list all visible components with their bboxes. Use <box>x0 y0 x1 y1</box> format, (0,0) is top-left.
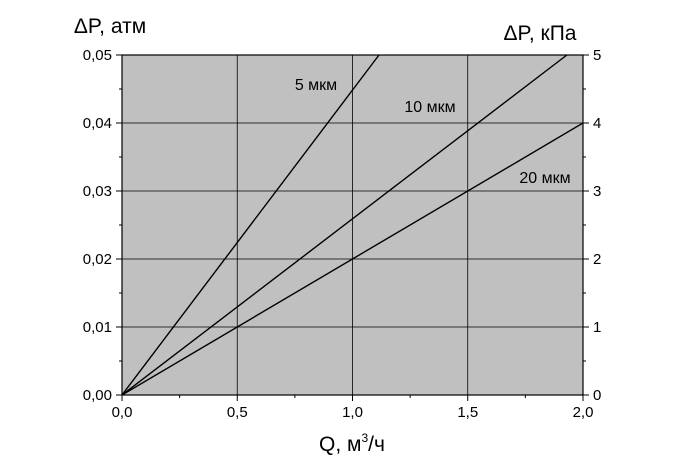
y-left-axis-title: ΔP, атм <box>74 15 146 38</box>
x-tick-label-0: 0,0 <box>112 404 133 421</box>
ticks <box>116 54 589 401</box>
y-right-tick-label-2: 2 <box>593 251 601 268</box>
x-tick-label-2: 1,0 <box>342 404 363 421</box>
y-left-tick-label-0: 0,00 <box>83 387 112 404</box>
x-tick-label-4: 2,0 <box>573 404 594 421</box>
x-axis-title-tail: /ч <box>368 433 385 456</box>
series-line-0 <box>121 54 380 396</box>
y-right-tick-label-5: 5 <box>593 47 601 64</box>
x-axis-title: Q, м3/ч <box>319 431 385 456</box>
y-left-tick-label-2: 0,02 <box>83 251 112 268</box>
y-right-axis-title: ΔP, кПа <box>504 22 577 45</box>
series-lines <box>121 54 584 396</box>
y-left-tick-label-3: 0,03 <box>83 183 112 200</box>
series-label-20um: 20 мкм <box>519 170 570 187</box>
grid <box>122 55 583 395</box>
y-left-tick-label-5: 0,05 <box>83 47 112 64</box>
tick-labels: 0,0 0,5 1,0 1,5 2,0 0,00 0 0,01 1 0,02 2 0,03 3 0,04 4… <box>83 47 602 421</box>
y-left-tick-label-1: 0,01 <box>83 319 112 336</box>
x-tick-label-3: 1,5 <box>457 404 478 421</box>
series-line-2 <box>121 122 584 396</box>
x-axis-title-sup: 3 <box>361 431 368 445</box>
series-label-5um: 5 мкм <box>295 77 337 94</box>
x-axis-title-base: Q, м <box>319 433 361 456</box>
series-line-1 <box>121 54 568 396</box>
y-right-tick-label-0: 0 <box>593 387 601 404</box>
y-right-tick-label-1: 1 <box>593 319 601 336</box>
x-tick-label-1: 0,5 <box>227 404 248 421</box>
series-label-10um: 10 мкм <box>404 99 455 116</box>
y-right-tick-label-4: 4 <box>593 115 601 132</box>
y-left-tick-label-4: 0,04 <box>83 115 112 132</box>
y-right-tick-label-3: 3 <box>593 183 601 200</box>
